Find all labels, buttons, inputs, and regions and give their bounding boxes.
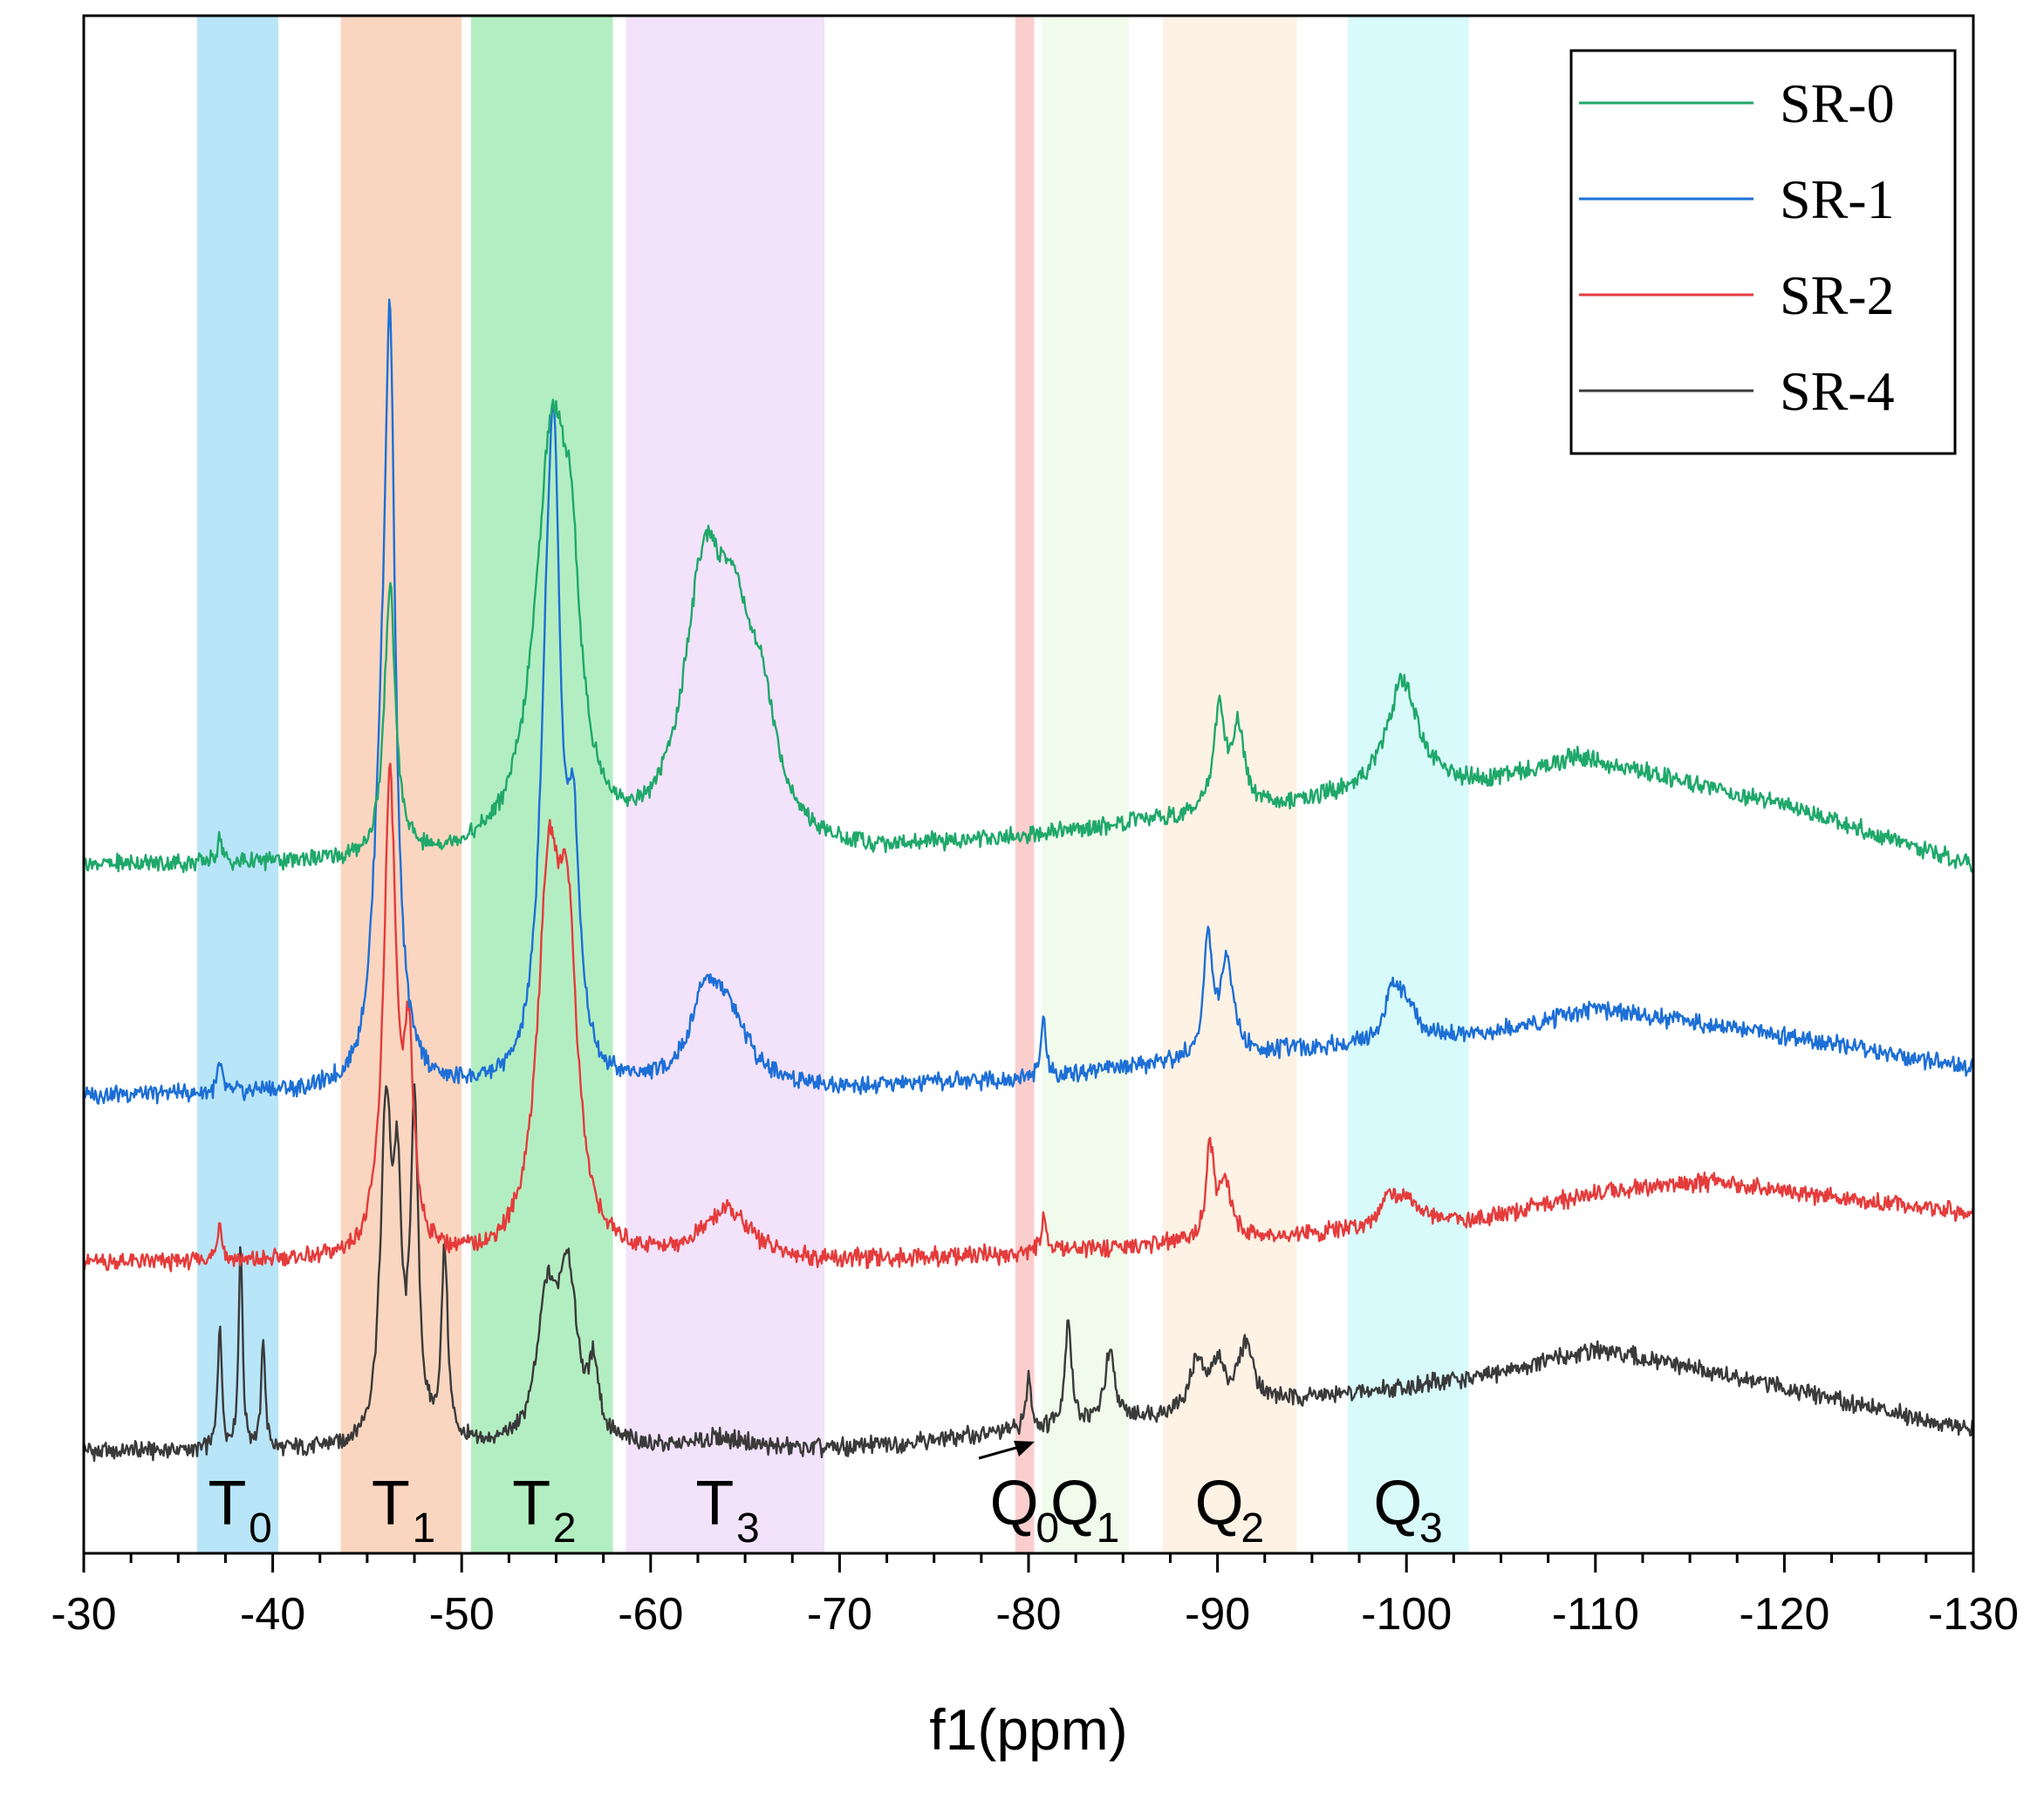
region-label-t2: T [512,1469,550,1538]
spectrum-line-sr-0 [82,399,1975,874]
x-tick-label: -60 [618,1589,683,1640]
x-axis-ticks: -30 -40 -50 -60 -70 -80 -90 -100 -110 -120 -130 [51,1553,2019,1640]
region-label-t1: T [372,1469,410,1538]
spectrum-line-sr-4 [82,1083,1975,1463]
region-band-q3 [1348,16,1469,1553]
q0-arrow-line [978,1444,1023,1460]
region-band-t2 [471,16,613,1553]
region-label-q1: Q [1050,1469,1099,1538]
region-label-t0: T [209,1469,247,1538]
region-subscript-q1: 1 [1097,1505,1120,1552]
x-tick-label: -70 [807,1589,872,1640]
region-label-q0: Q [990,1469,1039,1538]
x-tick-label: -30 [51,1589,116,1640]
x-tick-label: -110 [1552,1589,1639,1640]
region-band-q2 [1162,16,1297,1553]
x-axis-title: f1(ppm) [929,1697,1127,1762]
chemical-shift-regions [196,16,1469,1553]
legend-label-sr-0: SR-0 [1780,72,1895,134]
region-label-t3: T [695,1469,734,1538]
q0-pointer-arrow [978,1441,1035,1460]
region-label-q3: Q [1373,1469,1422,1538]
region-band-t0 [196,16,279,1553]
region-subscript-q3: 3 [1419,1505,1443,1552]
x-tick-label: -40 [240,1589,305,1640]
q0-arrow-head [1014,1441,1035,1456]
region-label-q2: Q [1195,1469,1244,1538]
x-tick-label: -90 [1185,1589,1250,1640]
region-subscript-t2: 2 [553,1505,577,1552]
legend-label-sr-2: SR-2 [1780,264,1895,326]
region-band-q0 [1015,16,1035,1553]
x-tick-label: -80 [995,1589,1061,1640]
region-subscript-t1: 1 [413,1505,436,1552]
spectrum-line-sr-1 [83,298,1975,1105]
legend-label-sr-4: SR-4 [1780,360,1895,422]
spectrum-line-sr-2 [82,762,1975,1272]
region-subscript-t3: 3 [736,1505,760,1552]
x-tick-label: -130 [1928,1589,2019,1640]
x-tick-label: -120 [1739,1589,1829,1640]
x-tick-label: -100 [1361,1589,1452,1640]
region-band-t3 [626,16,825,1553]
spectrum-lines [82,298,1975,1463]
region-subscript-q2: 2 [1241,1505,1264,1552]
region-subscript-q0: 0 [1036,1505,1059,1552]
legend-label-sr-1: SR-1 [1780,168,1895,230]
region-subscript-t0: 0 [249,1505,272,1552]
region-band-q1 [1042,16,1129,1553]
x-tick-label: -50 [429,1589,495,1640]
legend-box [1569,49,1957,455]
legend: SR-0 SR-1 SR-2 SR-4 [1569,49,1957,455]
